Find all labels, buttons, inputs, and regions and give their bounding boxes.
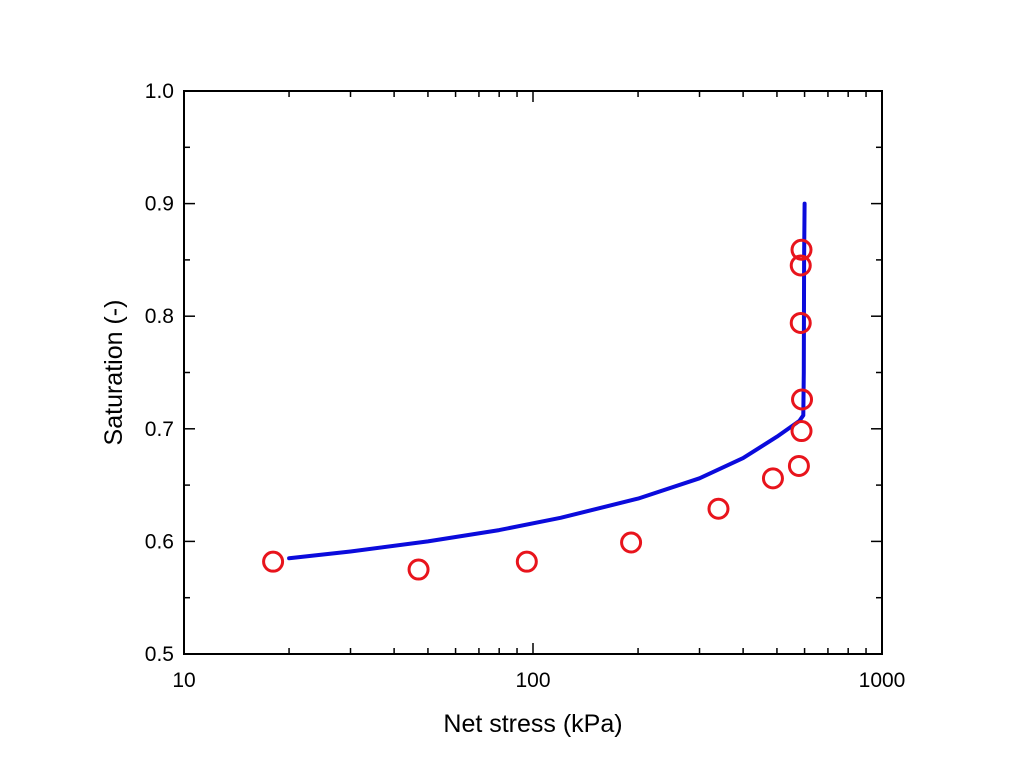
data-point: [620, 531, 643, 554]
data-point: [791, 388, 814, 411]
x-tick-label: 10: [172, 669, 195, 692]
model-curve: [287, 201, 807, 561]
x-axis-title: Net stress (kPa): [443, 710, 622, 738]
y-tick-label: 0.7: [145, 418, 174, 441]
x-tick-label: 100: [515, 669, 550, 692]
ticks-layer: 10 100 1000 0.5 0.6 0.7 0.8 0.9 1.0: [145, 80, 906, 692]
y-axis-title: Saturation (-): [100, 300, 128, 446]
data-point: [262, 550, 285, 573]
data-point: [789, 311, 812, 334]
y-tick-label: 0.8: [145, 305, 174, 328]
y-tick-label: 0.9: [145, 193, 174, 216]
series-layer: [262, 201, 814, 581]
data-point: [707, 497, 730, 520]
y-tick-label: 1.0: [145, 80, 174, 103]
data-point: [789, 254, 812, 277]
y-tick-label: 0.6: [145, 530, 174, 553]
data-point: [407, 558, 430, 581]
data-point: [761, 467, 784, 490]
data-point: [787, 454, 810, 477]
data-point: [515, 550, 538, 573]
y-tick-label: 0.5: [145, 643, 174, 666]
data-point: [790, 420, 813, 443]
x-tick-label: 1000: [859, 669, 906, 692]
data-point: [790, 238, 813, 261]
plot-frame: [183, 90, 883, 655]
